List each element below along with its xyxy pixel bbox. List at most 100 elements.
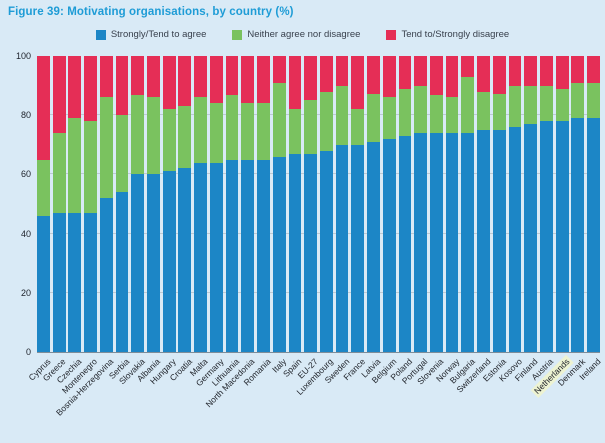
bar-segment <box>147 56 160 98</box>
bar-segment <box>37 215 50 352</box>
bar-segment <box>367 141 380 352</box>
stacked-bar-austria <box>540 56 553 352</box>
stacked-bar-cyprus <box>37 56 50 352</box>
bar-segment <box>351 144 365 352</box>
bar-segment <box>429 56 443 95</box>
stacked-bar-germany <box>209 56 223 352</box>
bar-segment <box>52 212 66 352</box>
bar-segment <box>225 56 239 95</box>
legend-item-agree: Strongly/Tend to agree <box>95 29 207 40</box>
stacked-bar-portugal <box>414 56 428 352</box>
bar-segment <box>398 135 412 352</box>
bar-segment <box>241 103 255 160</box>
bar-segment <box>37 56 50 160</box>
bar-segment <box>540 121 553 352</box>
stacked-bar-albania <box>147 56 160 352</box>
stacked-bar-italy <box>272 56 286 352</box>
bar-segment <box>225 159 239 352</box>
legend-label-agree: Strongly/Tend to agree <box>110 29 207 40</box>
bar-segment <box>445 132 459 352</box>
bar-segment <box>429 132 443 352</box>
stacked-bar-sweden <box>335 56 349 352</box>
bar-segment <box>319 150 333 352</box>
stacked-bar-czechia <box>68 56 82 352</box>
stacked-bar-switzerland <box>477 56 490 352</box>
stacked-bar-spain <box>288 56 302 352</box>
bar-segment <box>587 56 600 83</box>
bar-segment <box>477 56 490 92</box>
legend-label-disagree: Tend to/Strongly disagree <box>401 29 510 40</box>
bar-segment <box>84 56 97 122</box>
legend-label-neither: Neither agree nor disagree <box>247 29 361 40</box>
bar-segment <box>382 97 396 139</box>
bar-segment <box>571 82 585 119</box>
bar-segment <box>571 118 585 352</box>
bar-segment <box>209 162 223 352</box>
bar-segment <box>272 82 286 157</box>
bar-segment <box>382 56 396 98</box>
bar-segment <box>508 56 522 86</box>
bar-segment <box>288 109 302 154</box>
bar-segment <box>209 103 223 163</box>
bar-segment <box>492 56 506 95</box>
bar-segment <box>319 56 333 92</box>
stacked-bar-ireland <box>587 56 600 352</box>
bar-segment <box>272 56 286 83</box>
bar-segment <box>461 56 475 77</box>
bar-segment <box>398 56 412 89</box>
stacked-bar-finland <box>524 56 538 352</box>
bar-segment <box>477 130 490 352</box>
plot-area <box>37 56 600 353</box>
bar-segment <box>115 115 129 193</box>
bar-segment <box>414 56 428 86</box>
bar-segment <box>194 56 207 98</box>
bar-segment <box>540 85 553 122</box>
stacked-bar-eu-27 <box>304 56 318 352</box>
bar-segment <box>68 56 82 119</box>
bar-segment <box>335 56 349 86</box>
gridline <box>37 114 600 116</box>
stacked-bar-netherlands <box>555 56 569 352</box>
stacked-bar-denmark <box>571 56 585 352</box>
stacked-bar-romania <box>257 56 270 352</box>
bar-segment <box>492 94 506 130</box>
y-tick-label: 40 <box>20 228 31 239</box>
stacked-bar-greece <box>52 56 66 352</box>
bar-segment <box>241 159 255 352</box>
bar-segment <box>99 198 113 352</box>
bar-segment <box>492 130 506 352</box>
legend-swatch-neither <box>232 29 243 40</box>
legend-item-neither: Neither agree nor disagree <box>232 29 360 40</box>
bar-segment <box>272 156 286 352</box>
bar-segment <box>84 212 97 352</box>
bar-segment <box>147 97 160 175</box>
bar-segment <box>319 91 333 151</box>
bar-segment <box>131 94 145 175</box>
stacked-bar-luxembourg <box>319 56 333 352</box>
figure-title: Figure 39: Motivating organisations, by … <box>8 6 294 18</box>
bar-segment <box>162 56 176 110</box>
stacked-bar-poland <box>398 56 412 352</box>
bar-segment <box>367 56 380 95</box>
bar-segment <box>524 56 538 86</box>
stacked-bar-latvia <box>367 56 380 352</box>
bar-segment <box>99 97 113 199</box>
y-tick-label: 100 <box>15 51 31 61</box>
bar-segment <box>37 159 50 216</box>
bar-segment <box>555 121 569 352</box>
bar-segment <box>367 94 380 142</box>
stacked-bar-france <box>351 56 365 352</box>
stacked-bar-north-macedonia <box>241 56 255 352</box>
bar-segment <box>304 100 318 154</box>
bar-segment <box>52 132 66 213</box>
bar-segment <box>461 76 475 133</box>
gridline <box>37 291 600 293</box>
bar-segment <box>178 168 192 352</box>
bar-segment <box>241 56 255 104</box>
bar-segment <box>68 118 82 213</box>
x-axis-labels: Cyprus Greece Czechia Montenegro Bosnia-Herz… <box>26 355 602 441</box>
y-tick-label: 60 <box>20 169 31 180</box>
stacked-bar-croatia <box>178 56 192 352</box>
bar-segment <box>382 138 396 352</box>
stacked-bar-montenegro <box>84 56 97 352</box>
